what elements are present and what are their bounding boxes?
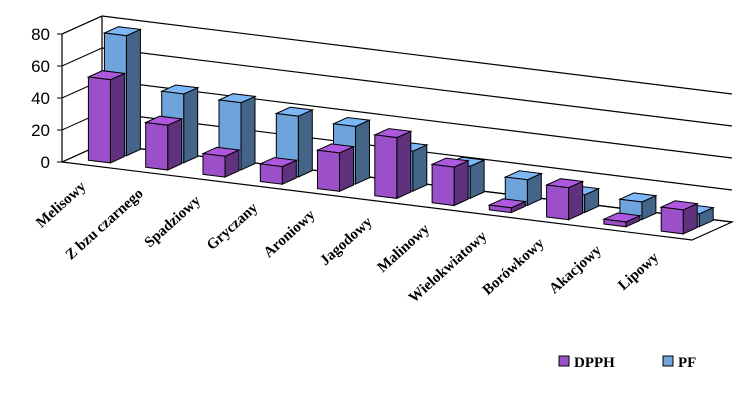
bar-dpph-6 [430, 157, 470, 207]
bar-pf-7 [503, 170, 544, 207]
x-tick-label: Melisowy [33, 178, 89, 231]
gridline-60 [101, 47, 733, 127]
bar-side [297, 109, 313, 178]
bar-dpph-4 [315, 143, 356, 193]
bar-side [355, 119, 370, 185]
bar-side [183, 86, 199, 164]
y-axis: 0 20 40 60 80 [31, 25, 62, 172]
legend-label: DPPH [574, 355, 615, 371]
bar-dpph-7 [487, 198, 528, 214]
bar-side [412, 144, 428, 192]
y-tick-label: 40 [31, 89, 50, 108]
bar-front [603, 218, 627, 228]
bar-front [546, 184, 570, 221]
bar-dpph-0 [86, 70, 127, 164]
bar-side [396, 130, 412, 200]
x-tick-label: Gryczany [204, 200, 262, 254]
y-tick-label: 20 [31, 121, 50, 140]
side-gridline-60 [61, 47, 103, 67]
y-tick-label: 60 [31, 57, 50, 76]
bar-front [145, 121, 169, 171]
x-tick-label: Jagodowy [317, 214, 376, 269]
bar-side [453, 160, 469, 207]
bar-dpph-9 [602, 212, 642, 228]
bar-dpph-2 [201, 146, 241, 178]
bar-front [431, 163, 455, 207]
x-tick-label: Akacjowy [546, 242, 605, 297]
x-tick-label: Lipowy [615, 249, 662, 294]
side-gridline-80 [61, 15, 103, 35]
legend-swatch [558, 355, 570, 367]
legend-swatch [662, 355, 674, 367]
legend: DPPH PF [558, 355, 696, 371]
legend-item-dpph: DPPH [558, 355, 615, 371]
y-tick-label: 80 [31, 25, 50, 44]
bar-front [202, 153, 226, 178]
legend-label: PF [678, 355, 696, 371]
bar-side [125, 28, 141, 157]
bars [86, 26, 716, 235]
x-tick-label: Spadziowy [142, 192, 204, 251]
legend-item-pf: PF [662, 355, 696, 371]
gridline-80 [101, 15, 733, 95]
bar-dpph-10 [659, 200, 700, 235]
x-tick-label: Aroniowy [261, 207, 319, 261]
bar-side [167, 118, 183, 171]
bar-dpph-3 [258, 157, 299, 185]
bar-dpph-1 [143, 115, 184, 171]
bar-front [488, 204, 512, 214]
x-tick-label: Borówkowy [480, 235, 548, 299]
bar-front [660, 206, 684, 235]
bar-front [259, 163, 283, 185]
bar-front [87, 76, 111, 164]
bar-front [317, 149, 340, 192]
bar-front [374, 134, 398, 199]
x-tick-label: Malinowy [375, 221, 434, 276]
gridline-40 [101, 79, 733, 159]
bar-dpph-5 [372, 128, 413, 200]
bar-side [240, 95, 256, 171]
bar-side [339, 145, 354, 193]
y-tick-label: 0 [41, 153, 50, 172]
bar-side [109, 72, 125, 164]
bar-pf-9 [618, 192, 658, 221]
bar-dpph-8 [544, 178, 585, 221]
